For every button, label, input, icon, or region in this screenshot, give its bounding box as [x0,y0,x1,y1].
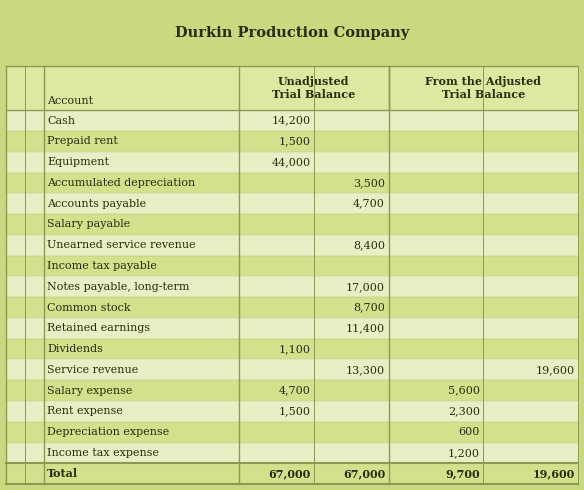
Text: 67,000: 67,000 [268,468,310,479]
Text: Notes payable, long-term: Notes payable, long-term [47,282,190,292]
Bar [6,194,578,214]
Text: Retained earnings: Retained earnings [47,323,151,333]
Text: 1,200: 1,200 [448,448,480,458]
Text: Total: Total [47,468,78,479]
Bar [6,110,578,131]
Text: Cash: Cash [47,116,75,125]
Bar [6,152,578,172]
Bar [6,401,578,422]
Text: Depreciation expense: Depreciation expense [47,427,169,437]
Bar [0,0,584,66]
Text: 17,000: 17,000 [346,282,385,292]
Text: Prepaid rent: Prepaid rent [47,136,118,147]
Text: 13,300: 13,300 [346,365,385,375]
Text: 3,500: 3,500 [353,178,385,188]
Text: Equipment: Equipment [47,157,109,167]
Text: Salary payable: Salary payable [47,220,130,229]
Text: Income tax expense: Income tax expense [47,448,159,458]
Text: 14,200: 14,200 [271,116,310,125]
Text: Salary expense: Salary expense [47,386,133,395]
Text: 2,300: 2,300 [448,406,480,416]
Text: Account: Account [47,97,93,106]
Text: 8,700: 8,700 [353,302,385,313]
Text: 44,000: 44,000 [271,157,310,167]
Bar [6,360,578,380]
Text: From the Adjusted
Trial Balance: From the Adjusted Trial Balance [425,76,541,100]
Text: 11,400: 11,400 [346,323,385,333]
Bar [6,422,578,442]
Text: Dividends: Dividends [47,344,103,354]
Text: Service revenue: Service revenue [47,365,138,375]
Text: Income tax payable: Income tax payable [47,261,157,271]
Text: Accounts payable: Accounts payable [47,199,147,209]
Text: 67,000: 67,000 [343,468,385,479]
Text: Durkin Production Company: Durkin Production Company [175,26,409,40]
Bar [6,172,578,194]
Text: Common stock: Common stock [47,302,131,313]
Text: Rent expense: Rent expense [47,406,123,416]
Text: 19,600: 19,600 [533,468,575,479]
Bar [6,256,578,276]
Bar [6,66,578,110]
Text: 9,700: 9,700 [445,468,480,479]
Bar [6,318,578,339]
Text: 4,700: 4,700 [353,199,385,209]
Bar [6,235,578,256]
Text: Unadjusted
Trial Balance: Unadjusted Trial Balance [272,76,356,100]
Text: 1,500: 1,500 [279,136,310,147]
Text: 600: 600 [458,427,480,437]
Text: 5,600: 5,600 [448,386,480,395]
Text: 19,600: 19,600 [536,365,575,375]
Bar [6,214,578,235]
Text: 4,700: 4,700 [279,386,310,395]
Text: Accumulated depreciation: Accumulated depreciation [47,178,196,188]
Text: 1,100: 1,100 [279,344,310,354]
Bar [6,464,578,484]
Text: 8,400: 8,400 [353,240,385,250]
Bar [6,131,578,152]
Bar [6,442,578,464]
Text: Unearned service revenue: Unearned service revenue [47,240,196,250]
Bar [6,380,578,401]
Bar [6,339,578,360]
Bar [6,297,578,318]
Bar [6,276,578,297]
Text: 1,500: 1,500 [279,406,310,416]
